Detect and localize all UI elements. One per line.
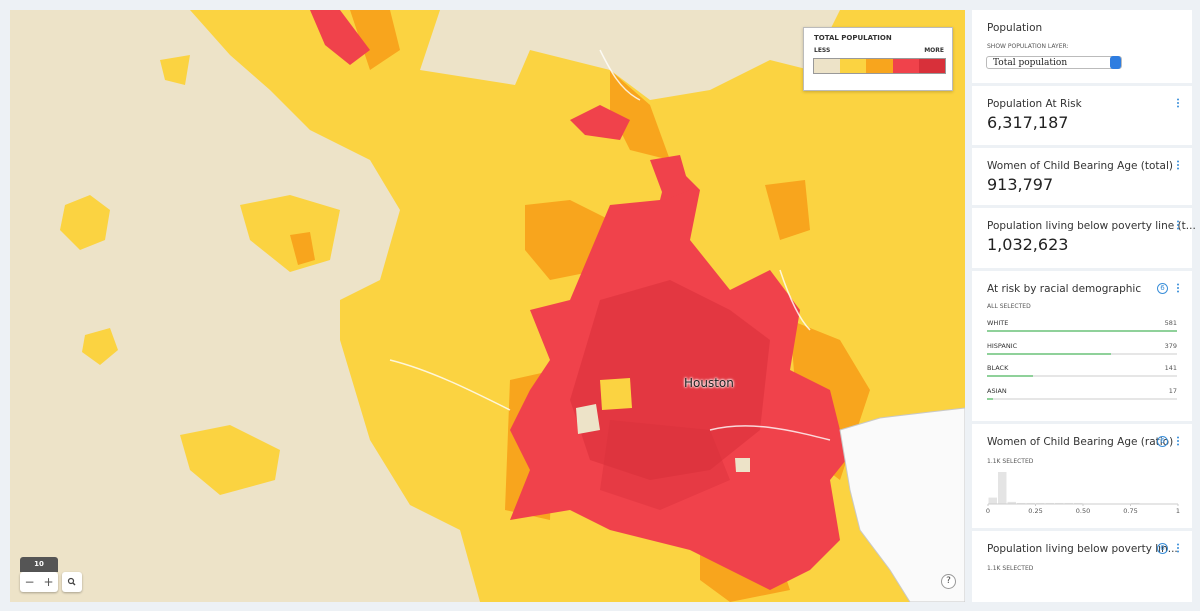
histogram-bar: [1055, 502, 1064, 504]
widget-poverty-total: Population living below poverty line (t.…: [972, 208, 1196, 268]
widget-badge: 6: [1157, 436, 1168, 447]
widget-women-ratio: Women of Child Bearing Age (ratio) 6 1.1…: [972, 424, 1192, 528]
legend-swatch: [840, 59, 867, 73]
map[interactable]: TOTAL POPULATION LESS MORE Houston 10 − …: [10, 10, 965, 602]
widget-menu[interactable]: [1176, 98, 1180, 108]
widget-status: 1.1K SELECTED: [987, 565, 1034, 572]
legend-swatch: [814, 59, 841, 73]
layer-select[interactable]: Total population: [986, 56, 1122, 69]
widget-at-risk: Population At Risk 6,317,187: [972, 86, 1192, 145]
histogram-bar: [1017, 502, 1026, 504]
layer-label: SHOW POPULATION LAYER:: [987, 43, 1069, 50]
legend-title: TOTAL POPULATION: [814, 34, 892, 42]
bar-track: [987, 397, 1177, 400]
widget-title: Population living below poverty line (t.…: [987, 220, 1196, 232]
histogram-bar: [1131, 502, 1140, 504]
widget-title: Population living below poverty lin...: [987, 543, 1178, 555]
help-button[interactable]: ?: [941, 574, 956, 589]
bar: [987, 397, 993, 400]
histogram-bar: [1036, 502, 1045, 504]
widget-menu[interactable]: [1176, 543, 1180, 553]
histogram-bar: [1074, 502, 1083, 504]
histogram: 0 0.25 0.50 0.75 1: [986, 472, 1180, 515]
histogram-bar: [1045, 502, 1054, 504]
x-tick-label: 0.75: [1123, 507, 1137, 515]
legend-swatch: [866, 59, 893, 73]
x-tick-label: 0.25: [1028, 507, 1042, 515]
widget-menu[interactable]: [1176, 436, 1180, 446]
widget-menu[interactable]: [1176, 160, 1180, 170]
category-label: WHITE: [987, 319, 1009, 327]
widget-title: Population At Risk: [987, 98, 1082, 110]
zoom-level: 10: [20, 557, 58, 572]
histogram-bar: [1064, 502, 1073, 504]
layer-value: Total population: [993, 58, 1068, 68]
widget-value: 1,032,623: [987, 235, 1069, 254]
widget-racial: At risk by racial demographic 6 ALL SELE…: [972, 271, 1192, 421]
widget-status: ALL SELECTED: [987, 303, 1031, 310]
x-tick-label: 0: [986, 507, 990, 515]
widget-poverty-ratio: Population living below poverty lin... 6…: [972, 531, 1192, 602]
histogram-bar: [1007, 501, 1016, 504]
category-label: HISPANIC: [987, 341, 1018, 350]
search-icon: [67, 577, 76, 586]
widget-title: Population: [987, 22, 1043, 34]
legend-swatch: [892, 59, 919, 73]
bar: [987, 330, 1177, 332]
category-value: 379: [1164, 341, 1177, 350]
histogram-bar: [1026, 502, 1035, 504]
zoom-in[interactable]: +: [43, 575, 54, 589]
search-button[interactable]: [62, 572, 82, 592]
bar-track: [987, 375, 1177, 377]
x-tick-label: 1: [1176, 507, 1180, 515]
legend-high: MORE: [924, 47, 944, 54]
widget-badge: 6: [1157, 543, 1168, 554]
widget-value: 6,317,187: [987, 113, 1069, 132]
legend-swatch: [918, 59, 946, 73]
widget-menu[interactable]: [1176, 283, 1180, 293]
histogram-bar: [988, 497, 997, 504]
category-label: BLACK: [987, 364, 1009, 372]
histogram-bar: [998, 472, 1007, 504]
bar: [987, 352, 1111, 355]
widget-population: Population SHOW POPULATION LAYER: Total …: [972, 10, 1192, 83]
widget-menu[interactable]: [1176, 220, 1180, 230]
widget-value: 913,797: [987, 175, 1054, 194]
widget-title: Women of Child Bearing Age (ratio): [987, 436, 1174, 448]
map-canvas: [10, 10, 965, 602]
legend: TOTAL POPULATION LESS MORE: [803, 27, 953, 91]
category-value: 141: [1164, 364, 1177, 372]
legend-ramp: [813, 58, 946, 74]
bar: [987, 375, 1034, 377]
widget-women-total: Women of Child Bearing Age (total) 913,7…: [972, 148, 1192, 205]
legend-low: LESS: [814, 47, 831, 54]
zoom-controls: − +: [20, 572, 58, 592]
widget-title: At risk by racial demographic: [987, 283, 1142, 295]
widget-title: Women of Child Bearing Age (total): [987, 160, 1173, 172]
widget-status: 1.1K SELECTED: [987, 458, 1034, 465]
category-label: ASIAN: [987, 386, 1007, 395]
zoom-out[interactable]: −: [24, 575, 35, 589]
x-tick-label: 0.50: [1076, 507, 1090, 515]
select-arrow: [1110, 56, 1121, 69]
category-value: 581: [1164, 319, 1177, 327]
city-label: Houston: [684, 376, 734, 390]
category-value: 17: [1168, 386, 1177, 395]
widget-badge: 6: [1157, 283, 1168, 294]
